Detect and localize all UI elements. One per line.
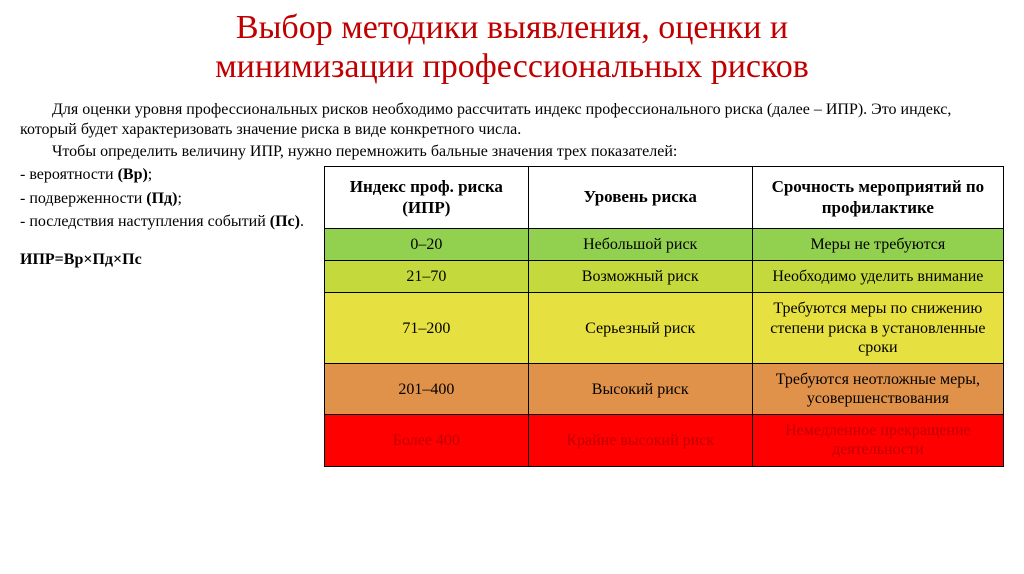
header-ipr: Индекс проф. риска (ИПР) bbox=[325, 167, 529, 229]
header-level: Уровень риска bbox=[528, 167, 752, 229]
cell-ipr-range: 201–400 bbox=[325, 363, 529, 414]
table-header-row: Индекс проф. риска (ИПР) Уровень риска С… bbox=[325, 167, 1004, 229]
cell-risk-level: Крайне высокий риск bbox=[528, 415, 752, 466]
cell-ipr-range: 71–200 bbox=[325, 293, 529, 364]
table-row: 71–200Серьезный рискТребуются меры по сн… bbox=[325, 293, 1004, 364]
title-line-2: минимизации профессиональных рисков bbox=[215, 48, 809, 85]
bullet-probability: - вероятности (Вр); bbox=[20, 164, 320, 186]
bullet-exposure: - подверженности (Пд); bbox=[20, 188, 320, 210]
cell-action: Меры не требуются bbox=[752, 228, 1003, 260]
bullet-consequence: - последствия наступления событий (Пс). bbox=[20, 211, 320, 233]
table-row: Более 400Крайне высокий рискНемедленное … bbox=[325, 415, 1004, 466]
intro-paragraph-1: Для оценки уровня профессиональных риско… bbox=[20, 100, 1004, 140]
cell-risk-level: Серьезный риск bbox=[528, 293, 752, 364]
factors-and-formula: - вероятности (Вр); - подверженности (Пд… bbox=[20, 164, 320, 270]
page-title: Выбор методики выявления, оценки и миним… bbox=[20, 8, 1004, 86]
cell-risk-level: Возможный риск bbox=[528, 261, 752, 293]
table-row: 0–20Небольшой рискМеры не требуются bbox=[325, 228, 1004, 260]
cell-risk-level: Высокий риск bbox=[528, 363, 752, 414]
cell-action: Необходимо уделить внимание bbox=[752, 261, 1003, 293]
ipr-formula: ИПР=Вр×Пд×Пс bbox=[20, 249, 320, 271]
cell-ipr-range: 21–70 bbox=[325, 261, 529, 293]
intro-paragraph-2: Чтобы определить величину ИПР, нужно пер… bbox=[20, 142, 1004, 162]
cell-ipr-range: Более 400 bbox=[325, 415, 529, 466]
header-action: Срочность мероприятий по профилактике bbox=[752, 167, 1003, 229]
cell-action: Немедленное прекращение деятельности bbox=[752, 415, 1003, 466]
table-row: 201–400Высокий рискТребуются неотложные … bbox=[325, 363, 1004, 414]
title-line-1: Выбор методики выявления, оценки и bbox=[236, 9, 788, 46]
table-row: 21–70Возможный рискНеобходимо уделить вн… bbox=[325, 261, 1004, 293]
cell-action: Требуются неотложные меры, усовершенство… bbox=[752, 363, 1003, 414]
cell-action: Требуются меры по снижению степени риска… bbox=[752, 293, 1003, 364]
risk-levels-table: Индекс проф. риска (ИПР) Уровень риска С… bbox=[324, 166, 1004, 466]
cell-ipr-range: 0–20 bbox=[325, 228, 529, 260]
cell-risk-level: Небольшой риск bbox=[528, 228, 752, 260]
